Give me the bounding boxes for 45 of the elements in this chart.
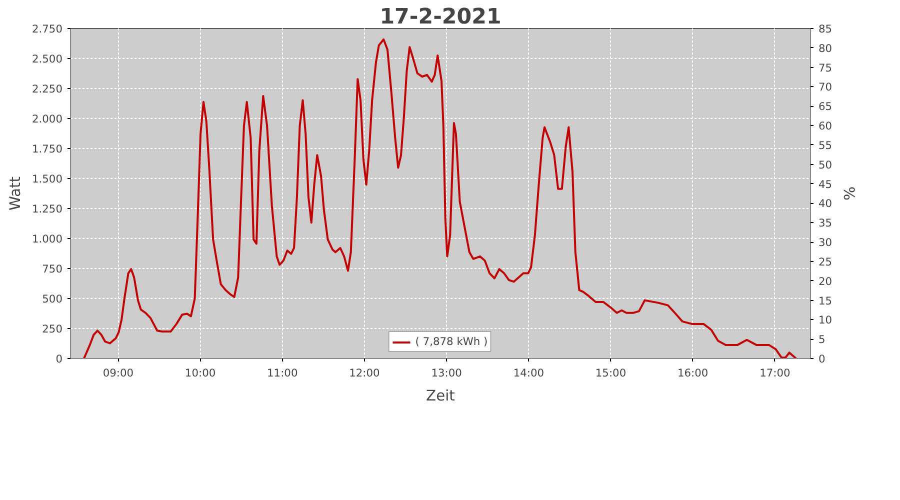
y2-axis-title: % (840, 186, 858, 201)
y2-tick-label: 85 (818, 22, 832, 36)
x-tick-label: 12:00 (349, 366, 380, 380)
y-tick-label: 2.500 (32, 52, 63, 66)
legend-label: ( 7,878 kWh ) (415, 335, 488, 348)
x-tick-label: 16:00 (678, 366, 708, 380)
y2-tick-label: 35 (818, 216, 832, 230)
y-tick-label: 500 (42, 292, 63, 306)
chart-title: 17-2-2021 (380, 4, 502, 30)
x-axis-title: Zeit (426, 388, 456, 404)
y2-tick-label: 55 (818, 138, 832, 152)
x-tick-label: 14:00 (513, 366, 544, 380)
y-tick-label: 250 (42, 322, 63, 336)
y2-tick-label: 30 (818, 236, 832, 250)
y-tick-label: 2.000 (32, 112, 63, 126)
y-tick-label: 2.250 (32, 82, 63, 96)
y2-tick-label: 40 (818, 197, 832, 210)
y2-tick-label: 0 (818, 352, 826, 366)
x-tick-label: 17:00 (760, 366, 791, 380)
y2-tick-label: 50 (818, 158, 832, 172)
y-tick-label: 1.750 (32, 142, 63, 156)
y-tick-label: 1.250 (32, 202, 63, 216)
x-tick-label: 15:00 (595, 366, 626, 380)
y2-tick-label: 60 (818, 120, 832, 133)
x-tick-label: 09:00 (102, 366, 134, 380)
y-tick-label: 0 (56, 352, 63, 366)
x-tick-label: 13:00 (431, 366, 462, 380)
y2-tick-label: 65 (818, 100, 832, 114)
y2-tick-label: 25 (818, 255, 832, 268)
y2-tick-label: 80 (818, 42, 832, 55)
y-tick-label: 2.750 (32, 22, 63, 36)
y-tick-label: 1.000 (32, 232, 63, 246)
x-tick-label: 11:00 (267, 366, 298, 380)
line-series (82, 38, 798, 358)
x-tick-label: 10:00 (184, 366, 216, 380)
y2-tick-label: 5 (818, 333, 826, 346)
y-tick-label: 750 (42, 262, 63, 276)
y2-tick-label: 45 (818, 178, 832, 191)
y2-tick-label: 75 (818, 61, 832, 74)
y2-tick-label: 20 (818, 274, 832, 288)
y-axis-title: Watt (6, 176, 24, 211)
y-tick-label: 1.500 (32, 172, 63, 186)
y2-tick-label: 15 (818, 294, 832, 308)
y2-tick-label: 10 (818, 314, 832, 327)
y2-tick-label: 70 (818, 80, 832, 94)
